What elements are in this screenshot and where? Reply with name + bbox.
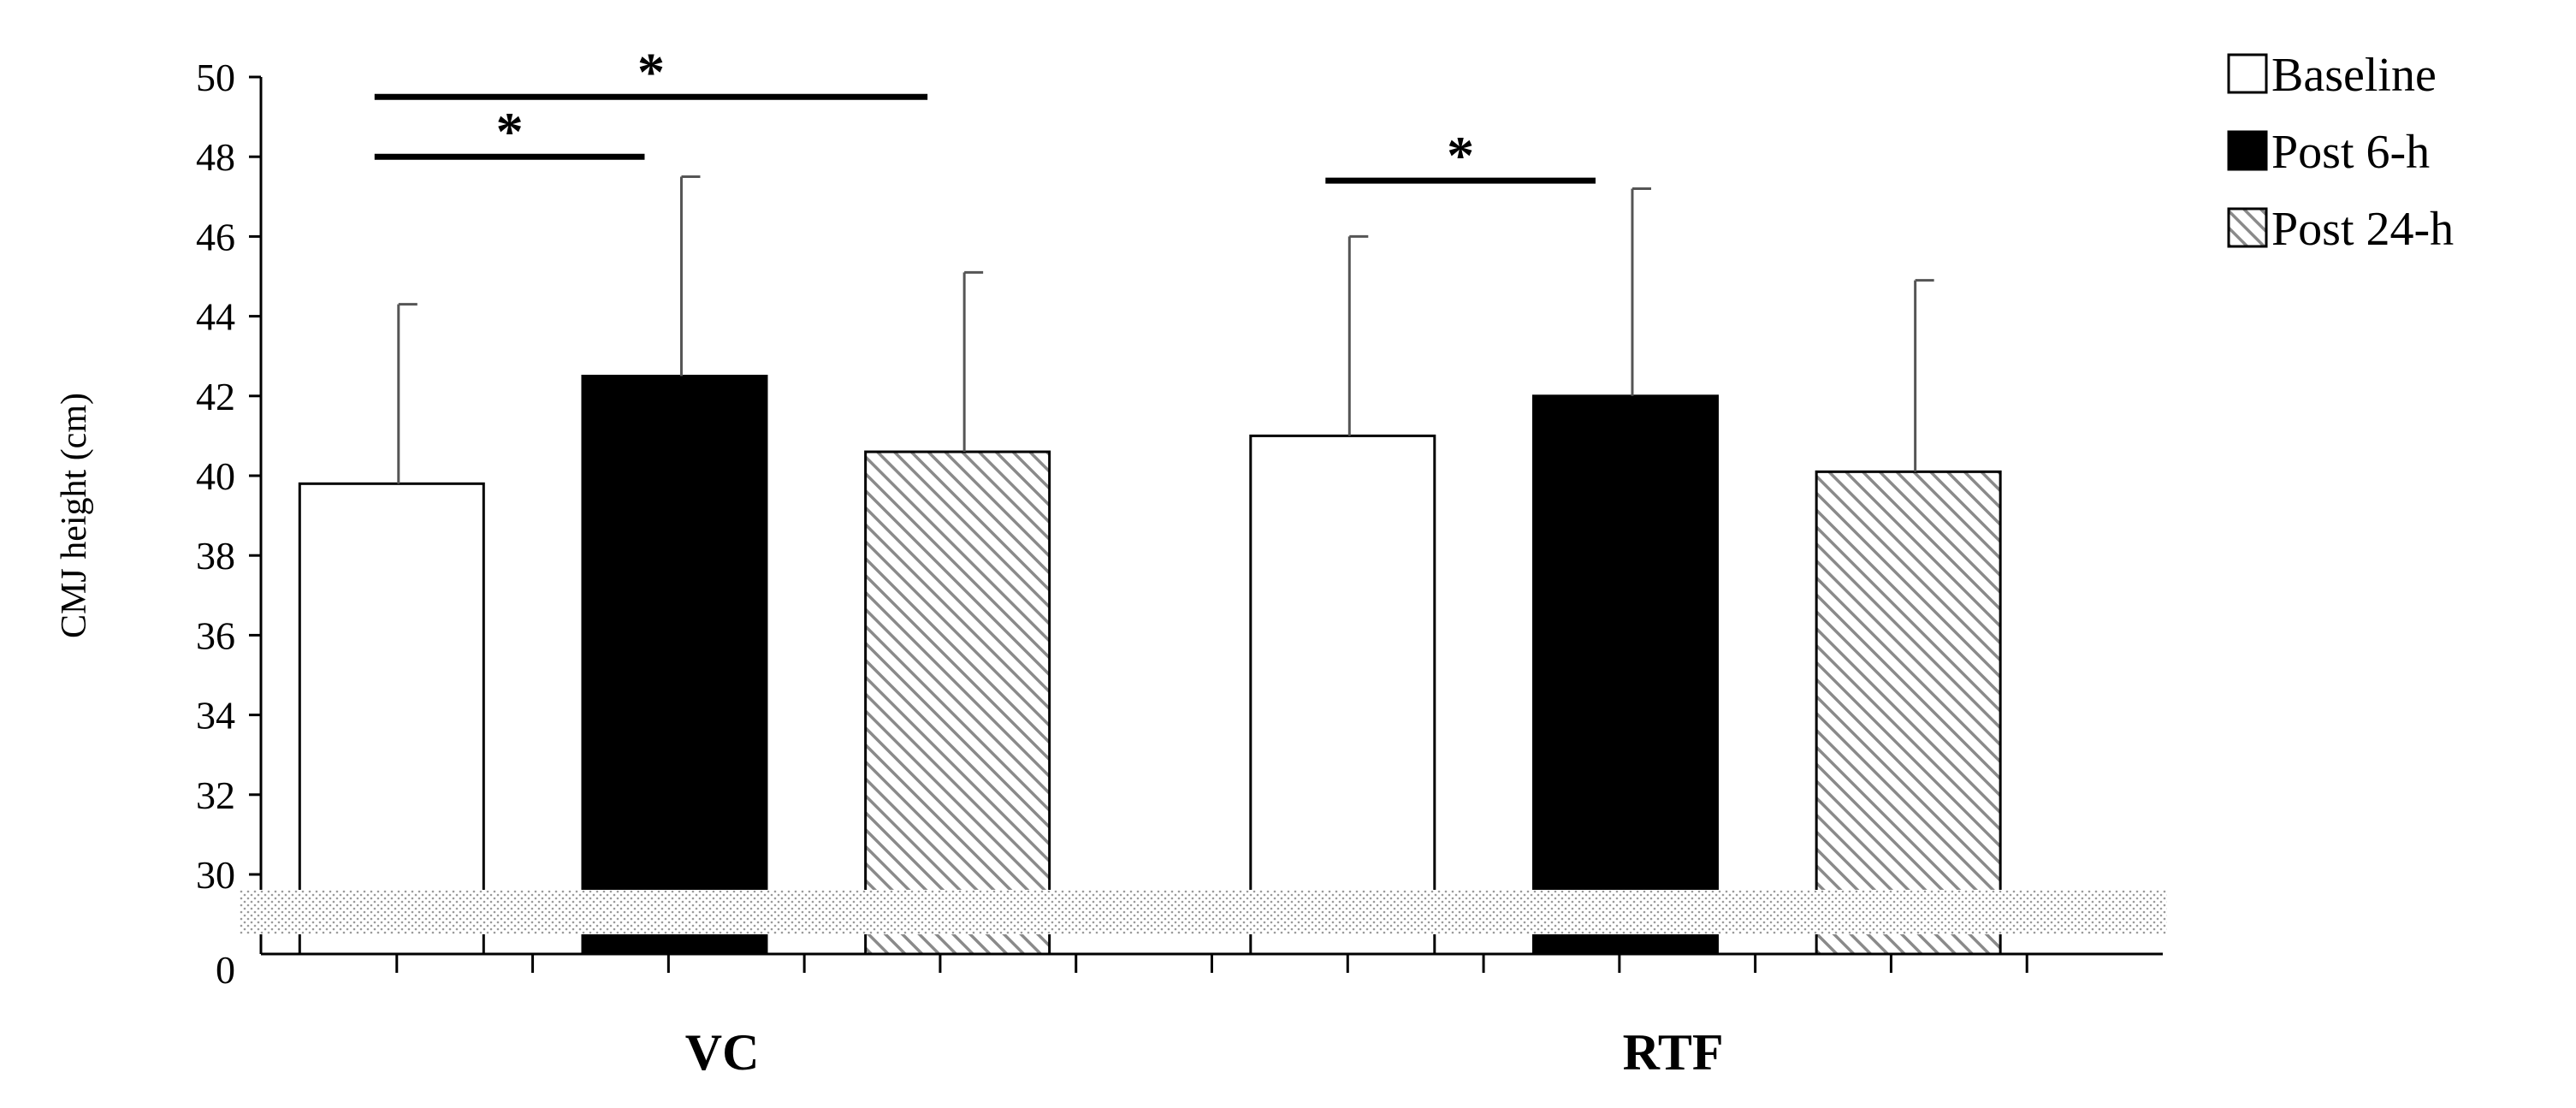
y-tick-label: 42 xyxy=(196,375,235,418)
bar-rtf-baseline xyxy=(1249,434,1436,956)
legend-label: Post 6-h xyxy=(2271,126,2430,179)
bar-rtf-post-24-h xyxy=(1815,470,2002,956)
bar-rtf-post-6-h xyxy=(1531,394,1719,956)
axis-labels: CMJ height (cm) xyxy=(55,393,94,638)
category-label-rtf: RTF xyxy=(1623,1024,1724,1081)
axis-break-band xyxy=(240,890,2167,934)
legend-item-post-6-h: Post 6-h xyxy=(2227,126,2430,179)
y-axis-label: CMJ height (cm) xyxy=(55,393,94,638)
legend: Baseline Post 6-h Post 24-h xyxy=(2227,49,2454,256)
category-label-vc: VC xyxy=(685,1024,760,1081)
significance-markers: * * * xyxy=(374,41,1596,186)
y-tick-label: 48 xyxy=(196,135,235,179)
y-tick-label: 40 xyxy=(196,454,235,498)
axes: 0 30 32 34 36 38 40 42 44 46 48 50 VC RTF xyxy=(196,56,2163,1081)
y-tick-label: 38 xyxy=(196,534,235,578)
y-tick-label: 46 xyxy=(196,215,235,258)
axis-break xyxy=(240,890,2167,934)
significance-star: * xyxy=(496,101,524,162)
bar-vc-post-6-h xyxy=(581,375,768,956)
legend-label: Post 24-h xyxy=(2271,203,2454,256)
legend-swatch xyxy=(2227,53,2268,94)
bar-vc-baseline xyxy=(298,482,485,956)
legend-swatch xyxy=(2227,130,2268,171)
error-bars xyxy=(397,175,1934,484)
y-tick-label: 0 xyxy=(216,948,235,992)
legend-label: Baseline xyxy=(2271,49,2437,102)
y-tick-label: 32 xyxy=(196,773,235,817)
y-tick-label: 30 xyxy=(196,853,235,897)
significance-star: * xyxy=(1447,125,1474,186)
y-tick-label: 44 xyxy=(196,295,235,339)
bar-vc-post-24-h xyxy=(864,450,1051,956)
y-tick-label: 36 xyxy=(196,613,235,657)
legend-swatch xyxy=(2227,207,2268,248)
legend-item-post-24-h: Post 24-h xyxy=(2227,203,2454,256)
y-tick-label: 34 xyxy=(196,694,235,738)
y-tick-label: 50 xyxy=(196,56,235,99)
bars xyxy=(298,375,2002,956)
significance-star: * xyxy=(637,41,665,102)
legend-item-baseline: Baseline xyxy=(2227,49,2437,102)
